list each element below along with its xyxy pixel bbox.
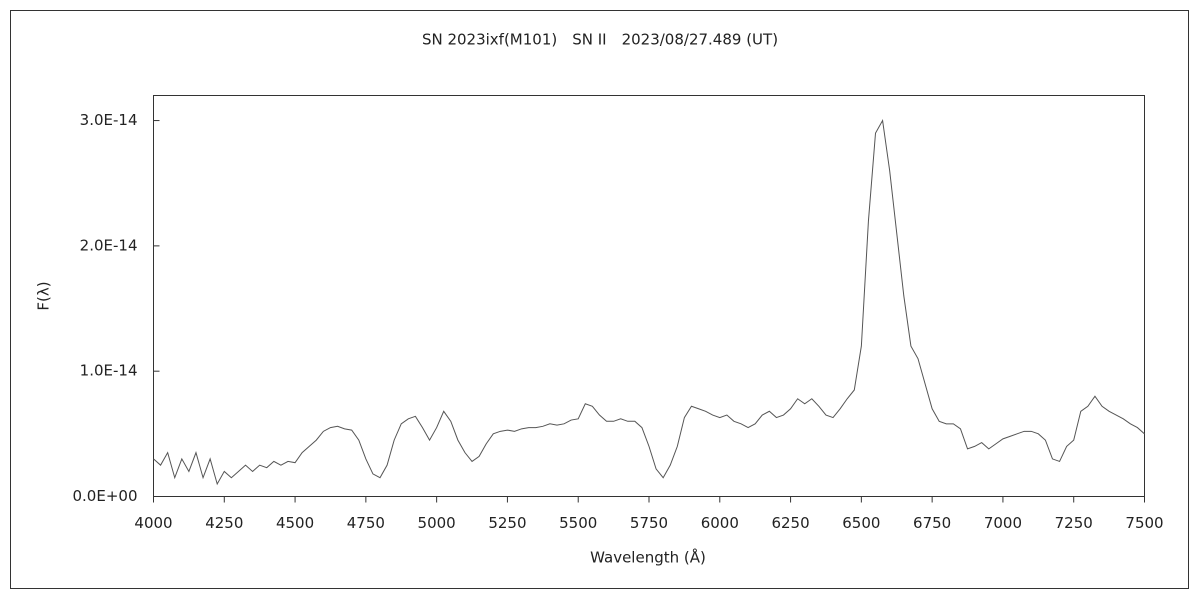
y-tick-label: 0.0E+00 [73, 487, 138, 505]
x-tick-label: 5000 [418, 514, 456, 532]
x-tick-label: 6750 [913, 514, 951, 532]
x-tick-label: 7500 [1125, 514, 1163, 532]
x-tick-label: 5500 [559, 514, 597, 532]
y-tick-label: 3.0E-14 [80, 111, 138, 129]
chart-title: SN 2023ixf(M101) SN II 2023/08/27.489 (U… [422, 31, 778, 49]
y-axis-label: F(λ) [35, 281, 53, 310]
x-tick-label: 7000 [984, 514, 1022, 532]
x-tick-label: 5750 [630, 514, 668, 532]
x-axis-label: Wavelength (Å) [590, 548, 706, 567]
y-tick-label: 1.0E-14 [80, 362, 138, 380]
x-tick-label: 6000 [701, 514, 739, 532]
y-tick-label: 2.0E-14 [80, 236, 138, 254]
x-tick-label: 4250 [205, 514, 243, 532]
x-tick-label: 4500 [276, 514, 314, 532]
x-tick-label: 6500 [842, 514, 880, 532]
spectrum-line [153, 119, 1145, 486]
x-tick-label: 7250 [1055, 514, 1093, 532]
chart-frame [10, 10, 1189, 589]
x-tick-label: 4000 [134, 514, 172, 532]
x-tick-label: 6250 [771, 514, 809, 532]
x-tick-label: 4750 [347, 514, 385, 532]
x-tick-label: 5250 [488, 514, 526, 532]
